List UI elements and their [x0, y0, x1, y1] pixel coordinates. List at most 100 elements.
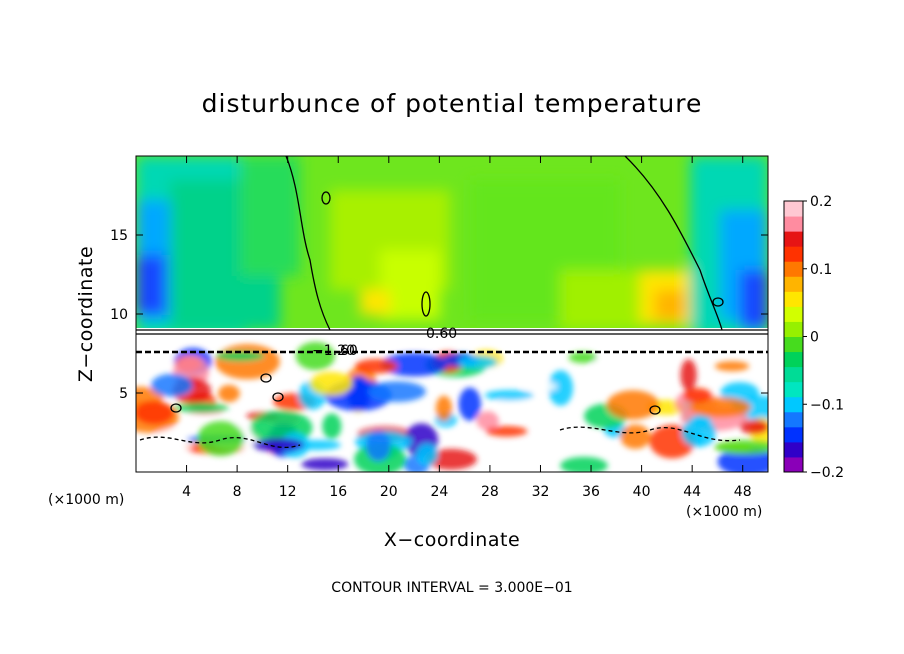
- colorbar-swatch: [784, 261, 803, 277]
- turbulence-blob: [714, 439, 768, 455]
- turbulence-blob: [197, 421, 244, 456]
- x-tick-label: 40: [633, 484, 651, 500]
- colorbar-swatch: [784, 231, 803, 247]
- y-tick-label: 15: [110, 228, 128, 244]
- contour-ring: [649, 405, 661, 415]
- turbulence-blob: [522, 381, 558, 392]
- colorbar-swatch: [784, 216, 803, 232]
- contour-line-lower-dashed: [559, 426, 741, 442]
- lower-field-shading: [136, 341, 768, 472]
- contour-ring: [712, 297, 724, 307]
- y-tick-label: 5: [119, 386, 128, 402]
- colorbar-swatch: [784, 336, 803, 353]
- contour-interval-label: CONTOUR INTERVAL = 3.000E−01: [331, 580, 572, 596]
- colorbar-swatch: [784, 456, 803, 473]
- turbulence-blob: [560, 456, 608, 472]
- x-unit-label-right: (×1000 m): [686, 504, 762, 520]
- colorbar-swatch: [784, 246, 803, 262]
- turbulence-blob: [151, 373, 193, 397]
- turbulence-blob: [301, 458, 349, 471]
- colorbar-swatch: [784, 306, 803, 322]
- turbulence-blob: [218, 384, 240, 403]
- colorbar-swatch: [784, 426, 803, 443]
- x-tick-label: 20: [380, 484, 398, 500]
- contour-line-right: [624, 156, 723, 331]
- turbulence-blob: [714, 361, 750, 372]
- x-tick-label: 12: [279, 484, 297, 500]
- turbulence-blob: [606, 390, 660, 420]
- turbulence-blob: [354, 359, 398, 374]
- colorbar-swatch: [784, 396, 803, 413]
- contour-lines: [136, 156, 768, 449]
- turbulence-blob: [689, 397, 751, 418]
- colorbar-swatch: [784, 366, 803, 383]
- colorbar-tick-label: 0: [810, 330, 819, 346]
- chart-title: disturbunce of potential temperature: [202, 89, 703, 118]
- turbulence-blob: [548, 370, 573, 406]
- x-tick-label: 16: [329, 484, 347, 500]
- turbulence-blob: [457, 355, 498, 369]
- x-axis: 4 8 12 16 20 24 28 32 36 40 44 48: [182, 156, 752, 500]
- y-tick-label: 10: [110, 307, 128, 323]
- contour-line-left: [285, 156, 331, 331]
- turbulence-blob: [416, 443, 438, 466]
- colorbar-tick-label: −0.1: [810, 397, 844, 413]
- x-tick-label: 36: [582, 484, 600, 500]
- turbulence-blob: [740, 419, 768, 435]
- x-tick-label: 8: [233, 484, 242, 500]
- turbulence-blob: [476, 411, 499, 431]
- x-axis-title: X−coordinate: [384, 529, 520, 551]
- turbulence-blob: [620, 424, 651, 449]
- turbulence-blob: [136, 401, 174, 425]
- contour-ring: [321, 191, 331, 205]
- turbulence-blob: [681, 418, 717, 447]
- x-tick-label: 32: [532, 484, 550, 500]
- turbulence-blob: [252, 438, 305, 452]
- colorbar-swatch: [784, 351, 803, 368]
- turbulence-blob: [173, 402, 229, 413]
- y-axis-title: Z−coordinate: [75, 246, 97, 382]
- x-tick-label: 4: [182, 484, 191, 500]
- turbulence-blob: [484, 390, 534, 401]
- colorbar-swatch: [784, 201, 803, 217]
- contour-ring: [272, 392, 284, 402]
- turbulence-blob: [154, 428, 195, 453]
- turbulence-blob: [365, 431, 391, 462]
- turbulence-blob: [295, 341, 336, 371]
- turbulence-blob: [322, 413, 342, 440]
- x-tick-label: 24: [430, 484, 448, 500]
- turbulence-blob: [215, 344, 280, 380]
- x-tick-label: 28: [481, 484, 499, 500]
- turbulence-blob: [680, 359, 697, 391]
- contour-ring: [170, 403, 182, 413]
- contour-label: 0.60: [426, 326, 457, 342]
- turbulence-blob: [590, 356, 621, 386]
- y-axis: 5 10 15: [110, 228, 768, 402]
- turbulence-blob: [435, 395, 452, 421]
- turbulence-blob: [458, 387, 481, 421]
- x-tick-label: 48: [734, 484, 752, 500]
- colorbar-swatch: [784, 411, 803, 428]
- colorbar-swatch: [784, 276, 803, 292]
- colorbar-tick-label: 0.1: [810, 262, 832, 278]
- turbulence-blob: [683, 387, 712, 403]
- colorbar-swatch: [784, 291, 803, 307]
- turbulence-blob: [309, 371, 353, 396]
- turbulence-blob: [215, 350, 265, 362]
- upper-field-shading: [136, 156, 768, 336]
- colorbar-tick-label: 0.2: [810, 194, 832, 210]
- colorbar-swatch: [784, 441, 803, 458]
- contour-ring: [260, 373, 272, 383]
- turbulence-blob: [425, 448, 477, 470]
- contour-label: −1.20: [312, 343, 355, 359]
- turbulence-blob: [485, 426, 528, 437]
- turbulence-blob: [367, 381, 426, 402]
- contour-ring: [421, 291, 431, 317]
- contour-label: 60: [340, 343, 358, 359]
- turbulence-blob: [568, 351, 598, 364]
- colorbar-swatch: [784, 381, 803, 398]
- colorbar-tick-label: −0.2: [810, 465, 844, 481]
- x-unit-label-left: (×1000 m): [48, 492, 124, 508]
